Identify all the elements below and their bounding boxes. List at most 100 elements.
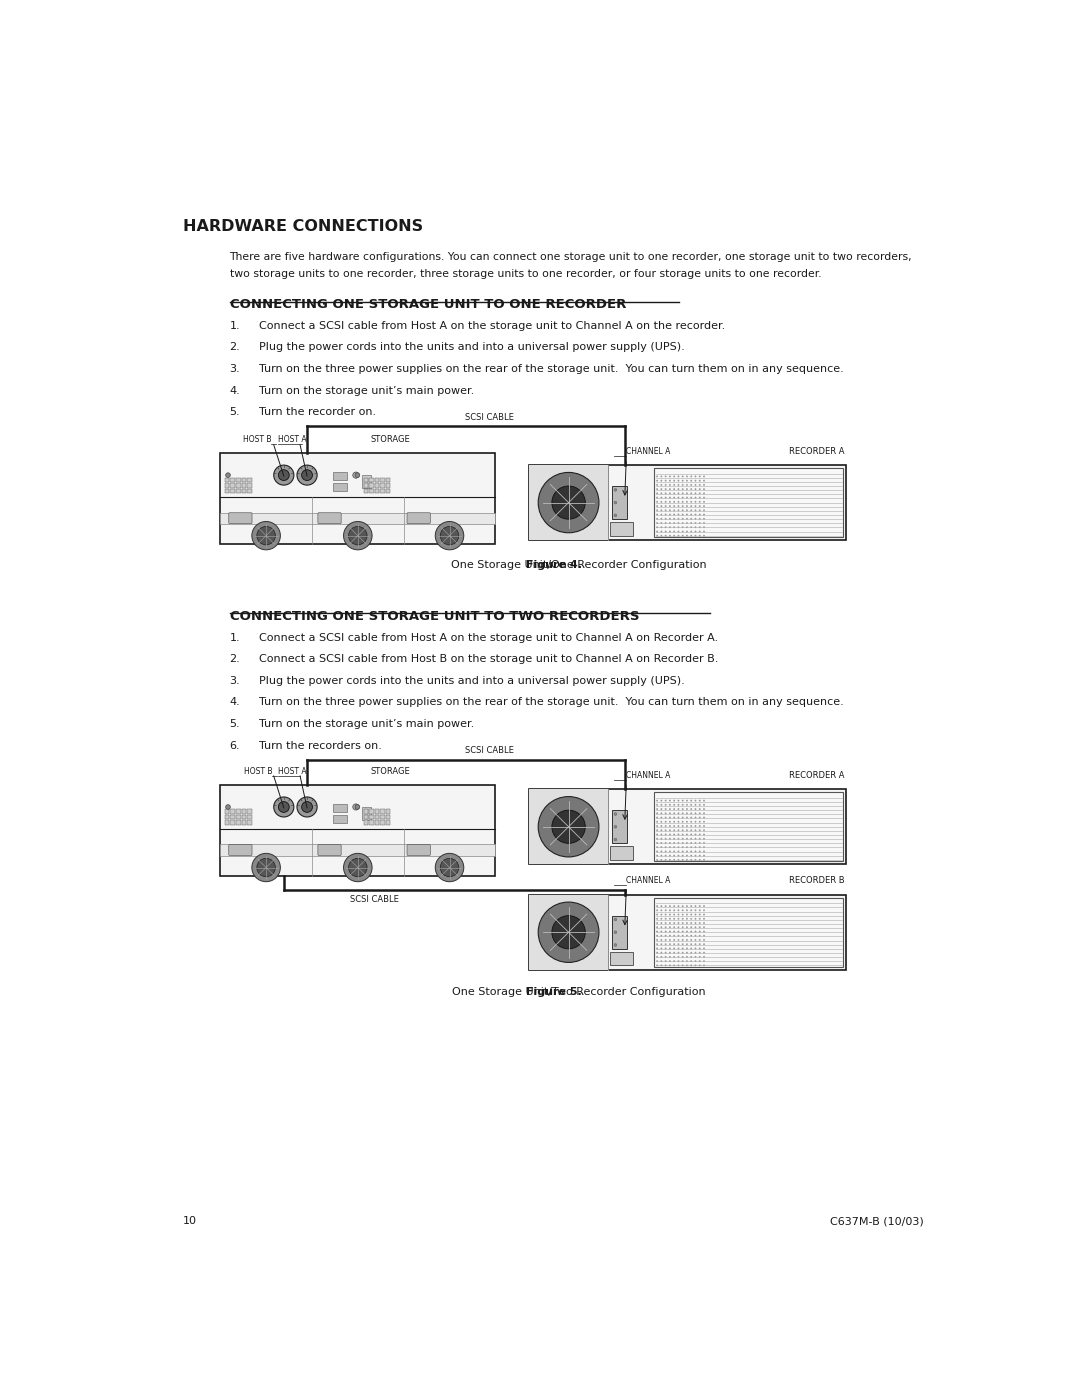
Circle shape	[669, 834, 671, 835]
Circle shape	[661, 951, 662, 954]
Circle shape	[690, 506, 692, 507]
Bar	[230, 820, 235, 826]
Circle shape	[677, 527, 679, 528]
Circle shape	[694, 518, 697, 520]
Circle shape	[703, 502, 705, 503]
Circle shape	[699, 531, 701, 532]
Text: CONNECTING ONE STORAGE UNIT TO ONE RECORDER: CONNECTING ONE STORAGE UNIT TO ONE RECOR…	[230, 298, 626, 310]
Bar	[529, 465, 847, 541]
Circle shape	[673, 535, 675, 536]
Circle shape	[538, 796, 599, 856]
Circle shape	[694, 826, 697, 827]
Text: HOST B: HOST B	[243, 434, 271, 444]
Circle shape	[686, 531, 688, 532]
Circle shape	[669, 922, 671, 923]
Circle shape	[690, 918, 692, 919]
Circle shape	[703, 859, 705, 861]
Circle shape	[673, 817, 675, 819]
Circle shape	[657, 855, 658, 856]
Circle shape	[664, 847, 666, 848]
Circle shape	[657, 939, 658, 940]
Text: Turn on the three power supplies on the rear of the storage unit.  You can turn : Turn on the three power supplies on the …	[259, 365, 843, 374]
Bar	[237, 820, 241, 826]
FancyBboxPatch shape	[229, 845, 252, 855]
Text: 3.: 3.	[230, 365, 240, 374]
Circle shape	[703, 930, 705, 932]
Circle shape	[669, 956, 671, 958]
Circle shape	[669, 488, 671, 490]
Circle shape	[703, 475, 705, 478]
Bar	[386, 489, 391, 493]
Circle shape	[669, 826, 671, 827]
Text: 6.: 6.	[230, 740, 240, 750]
Bar	[237, 814, 241, 820]
Bar	[364, 814, 368, 820]
Circle shape	[677, 483, 679, 486]
Circle shape	[657, 817, 658, 819]
Circle shape	[677, 497, 679, 499]
Circle shape	[699, 817, 701, 819]
Circle shape	[673, 497, 675, 499]
Circle shape	[690, 817, 692, 819]
Circle shape	[690, 527, 692, 528]
Bar	[247, 820, 252, 826]
Circle shape	[657, 956, 658, 958]
Circle shape	[657, 826, 658, 827]
Circle shape	[661, 960, 662, 963]
Text: CHANNEL A: CHANNEL A	[626, 771, 671, 780]
Circle shape	[673, 842, 675, 844]
Circle shape	[681, 918, 684, 919]
Circle shape	[690, 947, 692, 950]
Circle shape	[661, 502, 662, 503]
Circle shape	[699, 535, 701, 536]
Circle shape	[669, 821, 671, 823]
Bar	[364, 809, 368, 814]
Circle shape	[657, 807, 658, 810]
Bar	[386, 478, 391, 482]
Circle shape	[657, 821, 658, 823]
Circle shape	[669, 479, 671, 482]
Circle shape	[673, 838, 675, 840]
Circle shape	[703, 964, 705, 967]
Circle shape	[681, 506, 684, 507]
Circle shape	[349, 858, 367, 877]
Circle shape	[661, 926, 662, 928]
Circle shape	[615, 514, 617, 517]
Circle shape	[690, 492, 692, 495]
Circle shape	[699, 947, 701, 950]
Circle shape	[686, 813, 688, 814]
Circle shape	[669, 497, 671, 499]
Circle shape	[661, 514, 662, 515]
Circle shape	[664, 483, 666, 486]
Circle shape	[677, 930, 679, 932]
Circle shape	[681, 964, 684, 967]
Bar	[364, 483, 368, 488]
Circle shape	[703, 935, 705, 936]
Circle shape	[661, 905, 662, 907]
Bar	[375, 809, 379, 814]
Circle shape	[703, 922, 705, 923]
Circle shape	[673, 947, 675, 950]
Circle shape	[694, 821, 697, 823]
Circle shape	[699, 475, 701, 478]
Circle shape	[681, 531, 684, 532]
Circle shape	[686, 935, 688, 936]
Circle shape	[252, 854, 281, 882]
Circle shape	[669, 947, 671, 950]
Circle shape	[686, 492, 688, 495]
Circle shape	[690, 531, 692, 532]
Circle shape	[677, 506, 679, 507]
Circle shape	[681, 830, 684, 831]
Circle shape	[681, 497, 684, 499]
Circle shape	[690, 826, 692, 827]
Circle shape	[681, 939, 684, 940]
Circle shape	[661, 914, 662, 915]
Circle shape	[664, 514, 666, 515]
Circle shape	[694, 842, 697, 844]
Circle shape	[657, 483, 658, 486]
Circle shape	[661, 807, 662, 810]
Circle shape	[661, 535, 662, 536]
Circle shape	[703, 838, 705, 840]
Circle shape	[681, 960, 684, 963]
Circle shape	[699, 807, 701, 810]
